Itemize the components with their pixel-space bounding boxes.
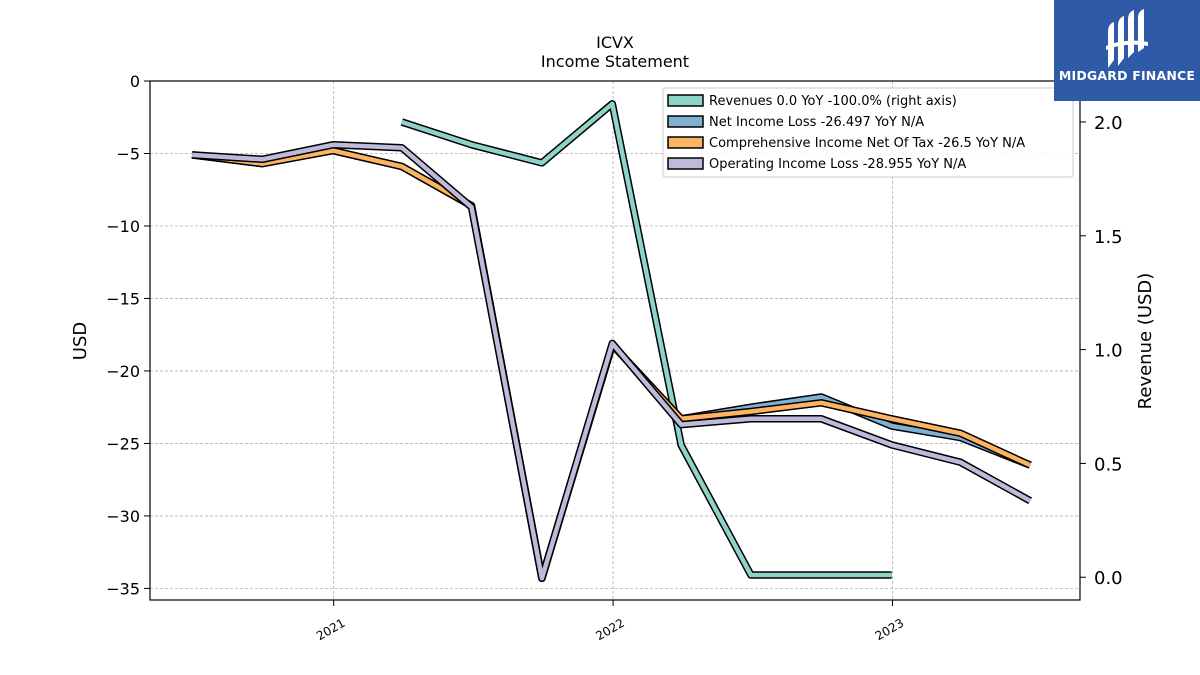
y-axis-label: USD (70, 322, 91, 360)
legend-label: Comprehensive Income Net Of Tax -26.5 Yo… (709, 136, 1025, 151)
y-right-tick-label: 0.5 (1094, 454, 1123, 475)
x-tick-label: 2022 (593, 616, 626, 643)
legend-swatch (667, 136, 704, 149)
plot-frame (149, 80, 1081, 601)
y-tick-label: −20 (106, 362, 140, 381)
y-tick-label: −5 (116, 144, 140, 163)
legend-label: Operating Income Loss -28.955 YoY N/A (709, 157, 966, 172)
y-tick-label: −30 (106, 507, 140, 526)
chart-title: ICVX (596, 33, 634, 52)
legend-swatch (667, 115, 704, 128)
y-tick-label: 0 (130, 72, 140, 91)
brand-logo: MIDGARD FINANCE (1054, 0, 1200, 101)
chart-subtitle: Income Statement (541, 52, 689, 71)
y-tick-label: −35 (106, 579, 140, 598)
y-axis-right-label: Revenue (USD) (1135, 273, 1156, 410)
x-tick-label: 2021 (314, 616, 347, 643)
midgard-logo-icon (1106, 9, 1148, 68)
legend-label: Revenues 0.0 YoY -100.0% (right axis) (709, 94, 957, 109)
brand-name: MIDGARD FINANCE (1058, 68, 1196, 83)
series-line-0 (401, 101, 892, 578)
y-right-tick-label: 0.0 (1094, 568, 1123, 589)
series-line-2 (191, 148, 1032, 581)
y-tick-label: −25 (106, 434, 140, 453)
y-right-tick-label: 1.0 (1094, 341, 1123, 362)
legend-swatch (667, 94, 704, 107)
series-line-3 (191, 142, 1032, 581)
series-outline-2 (191, 146, 1032, 583)
legend-box (662, 87, 1074, 178)
legend: Revenues 0.0 YoY -100.0% (right axis) Net… (662, 87, 1074, 178)
x-tick-label: 2023 (873, 616, 906, 643)
series-layer (191, 100, 1033, 583)
series-line-1 (191, 148, 1032, 581)
y-tick-label: −10 (106, 217, 140, 236)
y-right-tick-label: 1.5 (1094, 227, 1123, 248)
series-outline-1 (191, 146, 1032, 583)
legend-swatch (667, 157, 704, 170)
legend-label: Net Income Loss -26.497 YoY N/A (709, 115, 924, 130)
y-tick-label: −15 (106, 289, 140, 308)
y-right-tick-label: 2.0 (1094, 113, 1123, 134)
